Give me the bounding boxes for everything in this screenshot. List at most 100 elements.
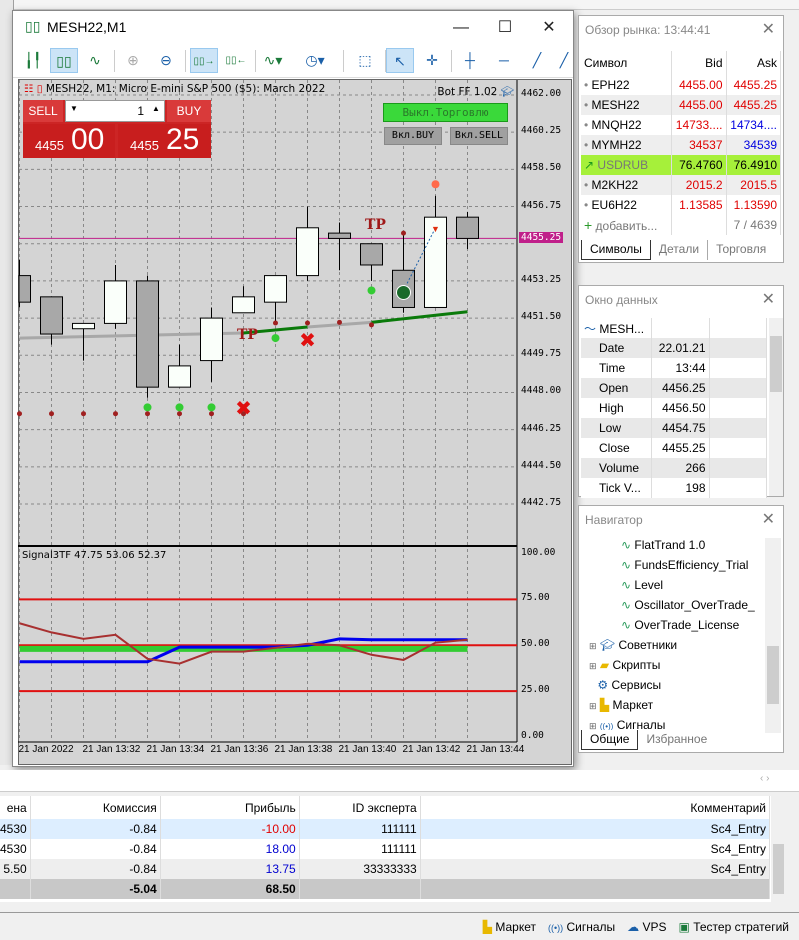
- data-window-row: Close 4455.25: [581, 438, 767, 458]
- trendline-icon[interactable]: ╱: [532, 52, 542, 68]
- lot-input[interactable]: 1: [137, 104, 144, 118]
- scroll-arrows-icon[interactable]: ‹ ›: [760, 773, 770, 784]
- navigator-indicator[interactable]: ∿ OverTrade_License: [621, 618, 740, 632]
- market-watch-row[interactable]: ↗ USDRUB 76.4760 76.4910: [581, 155, 781, 175]
- close-icon[interactable]: ✕: [761, 511, 775, 528]
- cursor-icon[interactable]: ↖: [386, 48, 414, 73]
- data-window-panel: Окно данных ✕ 〜 MESH... Date 22.01.21 Time…: [578, 285, 784, 498]
- crosshair-icon[interactable]: ✛: [426, 52, 438, 68]
- statusbar-signals[interactable]: ((•)) Сигналы: [548, 919, 616, 934]
- statusbar-market[interactable]: ▙ Маркет: [482, 919, 536, 934]
- statusbar-tester[interactable]: ▣ Тестер стратегий: [678, 919, 789, 934]
- scrollbar[interactable]: [771, 796, 786, 902]
- price-tick: 4448.00: [521, 385, 562, 397]
- maximize-button[interactable]: ☐: [497, 19, 513, 36]
- time-tick: 21 Jan 2022: [18, 744, 74, 755]
- autoscroll-icon[interactable]: ▯▯→: [190, 48, 218, 73]
- folder-icon: ▙: [599, 698, 610, 712]
- indicator-icon: ∿: [621, 618, 632, 632]
- channel-icon[interactable]: ╱: [559, 52, 569, 68]
- status-bar: ▙ Маркет ((•)) Сигналы ☁ VPS ▣ Тестер ст…: [0, 912, 799, 940]
- trade-row[interactable]: 4530 -0.84 18.00 111111 Sc4_Entry: [0, 839, 771, 859]
- market-watch-row[interactable]: • M2KH22 2015.2 2015.5: [581, 175, 781, 195]
- navigator-indicator[interactable]: ∿ Oscillator_OverTrade_: [621, 598, 755, 612]
- market-watch-panel: Обзор рынка: 13:44:41 ✕ Символ Bid Ask • E…: [578, 15, 784, 263]
- vertical-line-icon[interactable]: ┼: [465, 52, 475, 68]
- zoom-in-icon[interactable]: ⊕: [127, 52, 139, 68]
- window-title: MESH22,M1: [47, 19, 127, 35]
- add-icon[interactable]: +: [584, 217, 593, 233]
- signal-dot-red: [17, 411, 22, 417]
- navigator-folder[interactable]: ⚙ Сервисы: [597, 678, 662, 692]
- indicator-icon: ∿: [621, 558, 632, 572]
- navigator-indicator[interactable]: ∿ FundsEfficiency_Trial: [621, 558, 749, 572]
- buy-price[interactable]: 4455 25: [118, 123, 211, 158]
- minimize-button[interactable]: —: [453, 19, 469, 36]
- time-tick: 21 Jan 13:40: [338, 744, 397, 755]
- indicators-icon[interactable]: ∿▾: [263, 52, 283, 68]
- signal-dot-red: [369, 322, 374, 328]
- market-watch-row[interactable]: • EU6H22 1.13585 1.13590: [581, 195, 781, 215]
- trade-row[interactable]: 5.50 -0.84 13.75 33333333 Sc4_Entry: [0, 859, 771, 879]
- statusbar-vps[interactable]: ☁ VPS: [627, 919, 667, 934]
- navigator-folder[interactable]: ⊞ ▙ Маркет: [589, 698, 654, 712]
- navigator-panel: Навигатор ✕ ∿ FlatTrand 1.0 ∿ FundsEffici…: [578, 505, 784, 753]
- close-button[interactable]: ✕: [542, 19, 556, 36]
- candle-body: [200, 317, 223, 362]
- navigator-indicator[interactable]: ∿ Level: [621, 578, 664, 592]
- market-watch-row[interactable]: • EPH22 4455.00 4455.25: [581, 75, 781, 95]
- chart-shift-icon[interactable]: ▯▯←: [225, 55, 247, 66]
- tab-symbols[interactable]: Символы: [581, 240, 651, 260]
- buy-arrow-icon: [396, 284, 411, 300]
- navigator-folder[interactable]: ⊞ ((•)) Сигналы: [589, 718, 666, 732]
- enable-sell-button[interactable]: Вкл.SELL: [450, 127, 508, 145]
- panel-title: Навигатор: [585, 513, 643, 527]
- close-icon[interactable]: ✕: [761, 21, 775, 38]
- market-watch-row[interactable]: • MNQH22 14733.... 14734....: [581, 115, 781, 135]
- enable-buy-button[interactable]: Вкл.BUY: [384, 127, 442, 145]
- indicator-icon: ∿: [621, 578, 632, 592]
- market-watch-row[interactable]: • MYMH22 34537 34539: [581, 135, 781, 155]
- sell-button[interactable]: SELL: [23, 100, 63, 122]
- navigator-folder[interactable]: ⊞ 🎓︎ Советники: [589, 638, 678, 652]
- price-tick: 4458.50: [521, 162, 562, 174]
- scrollbar[interactable]: [769, 318, 783, 496]
- increase-lot-icon[interactable]: ▲: [152, 104, 160, 113]
- title-bar[interactable]: ▯▯ MESH22,M1 — ☐ ✕: [13, 11, 573, 44]
- folder-icon: ⚙: [597, 678, 609, 692]
- screenshot-icon[interactable]: ⬚: [358, 52, 372, 68]
- timeframe-clock-icon[interactable]: ◷▾: [305, 52, 325, 68]
- horizontal-line-icon[interactable]: ─: [499, 52, 509, 68]
- trade-row[interactable]: 4530 -0.84 -10.00 111111 Sc4_Entry: [0, 819, 771, 839]
- candle-body: [136, 280, 159, 388]
- candle-body: [456, 216, 479, 239]
- signal-dot-red: [209, 411, 214, 417]
- tab-trading[interactable]: Торговля: [716, 242, 767, 256]
- navigator-folder[interactable]: ⊞ ▰ Скрипты: [589, 658, 661, 672]
- disable-trading-button[interactable]: Выкл.Торговлю: [383, 103, 508, 122]
- market-watch-row[interactable]: • MESH22 4455.00 4455.25: [581, 95, 781, 115]
- indicator-label: Signal3TF 47.75 53.06 52.37: [22, 550, 167, 561]
- candlestick-chart-icon[interactable]: ▯▯: [50, 48, 78, 73]
- lot-stepper[interactable]: ▼ 1 ▲: [65, 100, 165, 122]
- close-x-icon: ✖: [235, 396, 252, 420]
- take-profit-mark: TP: [365, 217, 386, 233]
- buy-button[interactable]: BUY: [167, 100, 211, 122]
- tab-details[interactable]: Детали: [651, 240, 709, 260]
- tester-icon: ▣: [678, 919, 690, 934]
- price-tick: 4460.25: [521, 125, 562, 137]
- navigator-indicator[interactable]: ∿ FlatTrand 1.0: [621, 538, 706, 552]
- close-icon[interactable]: ✕: [761, 291, 775, 308]
- tab-common[interactable]: Общие: [581, 730, 639, 750]
- price-tick: 4456.75: [521, 199, 562, 211]
- price-tick: 4442.75: [521, 497, 562, 508]
- add-symbol-link[interactable]: добавить...: [595, 219, 658, 233]
- tab-favorites[interactable]: Избранное: [646, 732, 708, 746]
- line-chart-icon[interactable]: ∿: [89, 52, 101, 68]
- price-tick: 4449.75: [521, 348, 562, 360]
- sell-price[interactable]: 4455 00: [23, 123, 115, 158]
- scrollbar[interactable]: [765, 538, 781, 733]
- zoom-out-icon[interactable]: ⊖: [160, 52, 172, 68]
- bar-chart-icon[interactable]: ╽╿: [24, 52, 42, 68]
- decrease-lot-icon[interactable]: ▼: [70, 104, 78, 113]
